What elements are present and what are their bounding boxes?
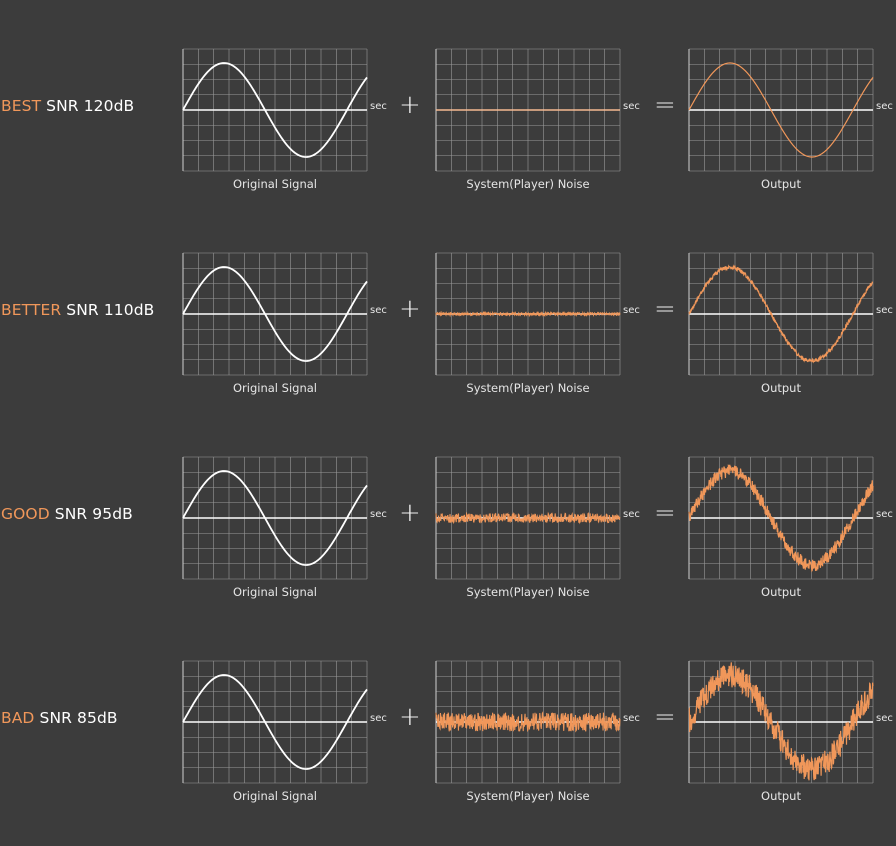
snr-row-bad: BAD SNR 85dB sec Original Signal sec System(… (0, 660, 896, 820)
quality-grade: BAD (1, 709, 35, 727)
time-axis-label: sec (876, 305, 893, 316)
time-axis-label: sec (876, 509, 893, 520)
time-axis-label: sec (876, 101, 893, 112)
snr-row-label: BETTER SNR 110dB (1, 301, 154, 319)
signal-waveform (182, 266, 368, 362)
snr-row-best: BEST SNR 120dB sec Original Signal sec Syste… (0, 48, 896, 208)
noise-plot (435, 456, 621, 580)
snr-value: SNR 85dB (39, 709, 118, 727)
plus-operator: + (399, 294, 421, 324)
equals-operator: = (654, 294, 676, 324)
output-waveform (688, 264, 874, 364)
signal-waveform (182, 674, 368, 770)
noise-caption: System(Player) Noise (466, 177, 590, 191)
signal-graph: sec Original Signal (182, 660, 387, 803)
noise-plot (435, 48, 621, 172)
snr-row-label: BEST SNR 120dB (1, 97, 134, 115)
output-graph: sec Output (688, 660, 893, 803)
output-caption: Output (761, 789, 801, 803)
time-axis-label: sec (623, 509, 640, 520)
output-caption: Output (761, 381, 801, 395)
output-caption: Output (761, 177, 801, 191)
plus-operator: + (399, 702, 421, 732)
noise-caption: System(Player) Noise (466, 789, 590, 803)
noise-graph: sec System(Player) Noise (435, 252, 640, 395)
quality-grade: GOOD (1, 505, 50, 523)
time-axis-label: sec (623, 713, 640, 724)
signal-graph: sec Original Signal (182, 252, 387, 395)
snr-value: SNR 110dB (66, 301, 155, 319)
snr-value: SNR 120dB (46, 97, 135, 115)
output-plot (688, 252, 874, 376)
noise-caption: System(Player) Noise (466, 585, 590, 599)
output-plot (688, 456, 874, 580)
output-waveform (688, 464, 874, 573)
plus-operator: + (399, 90, 421, 120)
noise-waveform (435, 310, 621, 318)
noise-plot (435, 252, 621, 376)
equals-operator: = (654, 702, 676, 732)
quality-grade: BEST (1, 97, 42, 115)
signal-waveform (182, 62, 368, 158)
signal-caption: Original Signal (233, 585, 317, 599)
time-axis-label: sec (370, 101, 387, 112)
output-plot (688, 660, 874, 784)
noise-graph: sec System(Player) Noise (435, 456, 640, 599)
signal-plot (182, 660, 368, 784)
output-graph: sec Output (688, 48, 893, 191)
time-axis-label: sec (370, 305, 387, 316)
noise-waveform (435, 511, 621, 525)
quality-grade: BETTER (1, 301, 62, 319)
snr-row-label: BAD SNR 85dB (1, 709, 118, 727)
time-axis-label: sec (370, 509, 387, 520)
noise-graph: sec System(Player) Noise (435, 48, 640, 191)
equals-operator: = (654, 90, 676, 120)
noise-waveform (435, 710, 621, 733)
snr-value: SNR 95dB (54, 505, 133, 523)
noise-graph: sec System(Player) Noise (435, 660, 640, 803)
signal-caption: Original Signal (233, 789, 317, 803)
noise-plot (435, 660, 621, 784)
time-axis-label: sec (623, 101, 640, 112)
signal-plot (182, 456, 368, 580)
time-axis-label: sec (370, 713, 387, 724)
output-graph: sec Output (688, 456, 893, 599)
signal-graph: sec Original Signal (182, 456, 387, 599)
snr-row-good: GOOD SNR 95dB sec Original Signal sec System… (0, 456, 896, 616)
equals-operator: = (654, 498, 676, 528)
signal-plot (182, 252, 368, 376)
signal-caption: Original Signal (233, 177, 317, 191)
time-axis-label: sec (623, 305, 640, 316)
output-waveform (688, 62, 874, 158)
signal-graph: sec Original Signal (182, 48, 387, 191)
output-plot (688, 48, 874, 172)
signal-plot (182, 48, 368, 172)
output-waveform (688, 662, 874, 781)
time-axis-label: sec (876, 713, 893, 724)
snr-row-better: BETTER SNR 110dB sec Original Signal sec Sys… (0, 252, 896, 412)
output-caption: Output (761, 585, 801, 599)
noise-caption: System(Player) Noise (466, 381, 590, 395)
output-graph: sec Output (688, 252, 893, 395)
signal-caption: Original Signal (233, 381, 317, 395)
plus-operator: + (399, 498, 421, 528)
signal-waveform (182, 470, 368, 566)
snr-row-label: GOOD SNR 95dB (1, 505, 133, 523)
